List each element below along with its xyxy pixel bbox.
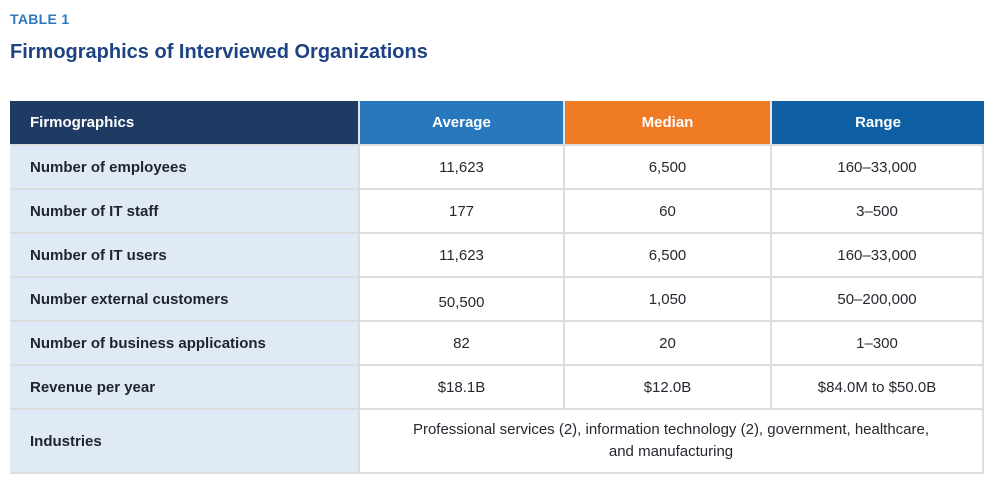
row-label: Industries [10, 408, 358, 474]
cell-average: 50,500 [358, 276, 563, 320]
row-label: Revenue per year [10, 364, 358, 408]
cell-median: 1,050 [563, 276, 770, 320]
cell-range: 160–33,000 [770, 144, 984, 188]
cell-range: 1–300 [770, 320, 984, 364]
table-row-external-customers: Number external customers 50,500 1,050 5… [10, 276, 984, 320]
table-row-it-staff: Number of IT staff 177 60 3–500 [10, 188, 984, 232]
row-label: Number of business applications [10, 320, 358, 364]
page-title: Firmographics of Interviewed Organizatio… [10, 41, 428, 63]
table-row-it-users: Number of IT users 11,623 6,500 160–33,0… [10, 232, 984, 276]
table-row-industries: Industries Professional services (2), in… [10, 408, 984, 474]
column-header-firmographics: Firmographics [10, 101, 358, 144]
cell-average: $18.1B [358, 364, 563, 408]
table-number-label: TABLE 1 [10, 11, 70, 27]
cell-median: 6,500 [563, 144, 770, 188]
row-label: Number of IT users [10, 232, 358, 276]
cell-range: $84.0M to $50.0B [770, 364, 984, 408]
row-label: Number of IT staff [10, 188, 358, 232]
cell-median: $12.0B [563, 364, 770, 408]
column-header-median: Median [563, 101, 770, 144]
cell-average: 11,623 [358, 144, 563, 188]
cell-range: 50–200,000 [770, 276, 984, 320]
column-header-average: Average [358, 101, 563, 144]
firmographics-table: Firmographics Average Median Range Numbe… [10, 101, 984, 474]
column-header-range: Range [770, 101, 984, 144]
cell-range: 3–500 [770, 188, 984, 232]
cell-range: 160–33,000 [770, 232, 984, 276]
cell-industries-value: Professional services (2), information t… [358, 408, 984, 474]
table-header-row: Firmographics Average Median Range [10, 101, 984, 144]
cell-average: 82 [358, 320, 563, 364]
cell-median: 20 [563, 320, 770, 364]
cell-median: 6,500 [563, 232, 770, 276]
table-row-revenue: Revenue per year $18.1B $12.0B $84.0M to… [10, 364, 984, 408]
industries-text: Professional services (2), information t… [412, 421, 930, 460]
cell-average: 177 [358, 188, 563, 232]
table-row-employees: Number of employees 11,623 6,500 160–33,… [10, 144, 984, 188]
row-label: Number external customers [10, 276, 358, 320]
table-row-business-applications: Number of business applications 82 20 1–… [10, 320, 984, 364]
cell-median: 60 [563, 188, 770, 232]
row-label: Number of employees [10, 144, 358, 188]
cell-average: 11,623 [358, 232, 563, 276]
